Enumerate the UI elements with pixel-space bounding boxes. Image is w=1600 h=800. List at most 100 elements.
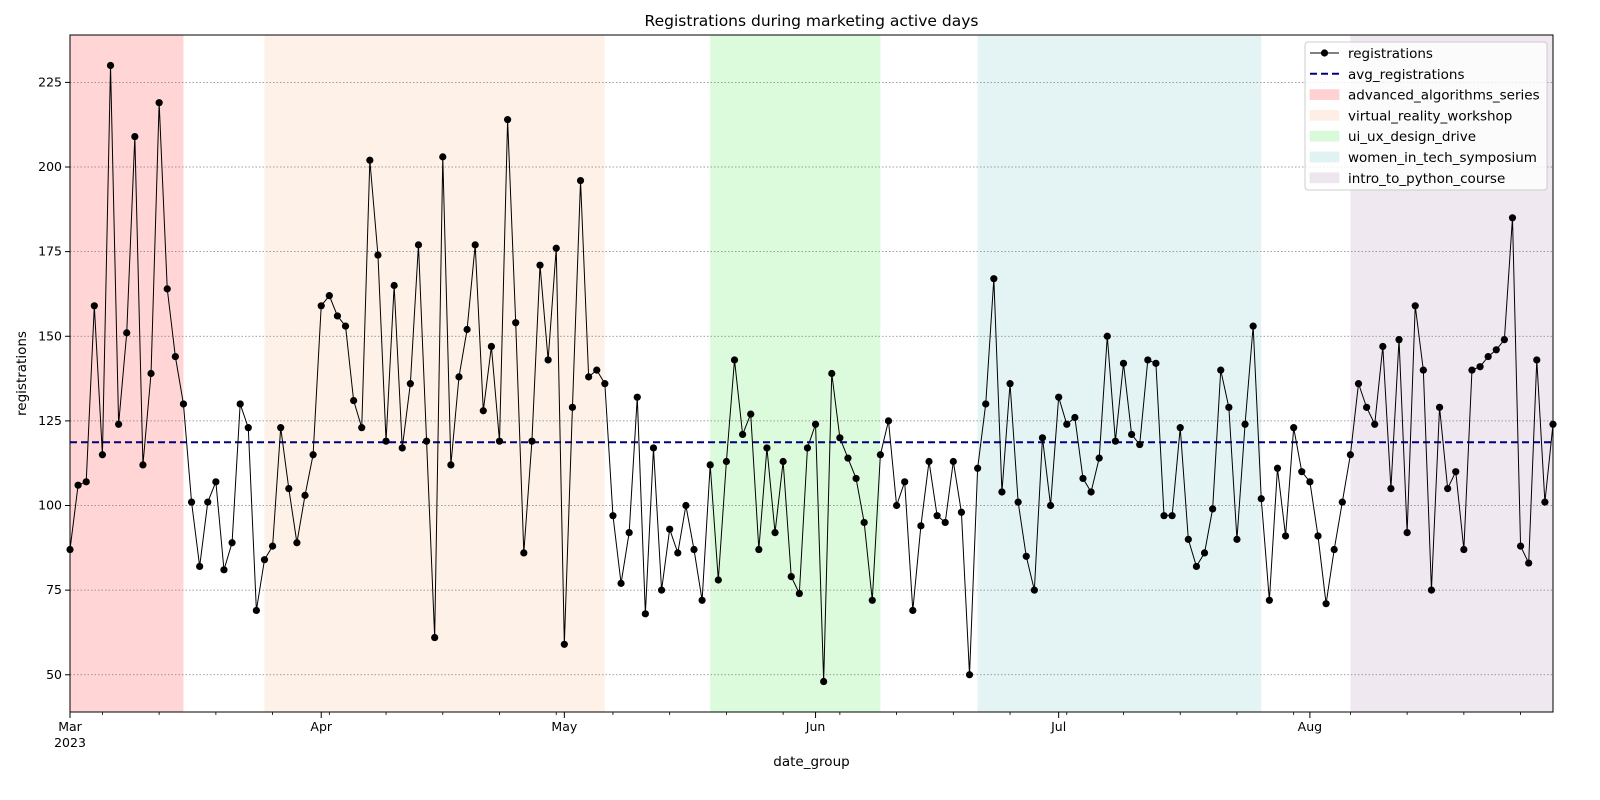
data-point — [147, 369, 155, 378]
data-point — [1460, 545, 1468, 554]
data-point — [495, 437, 504, 445]
legend-swatch-patch — [1309, 110, 1340, 121]
legend-label: virtual_reality_workshop — [1348, 108, 1512, 124]
data-point — [1273, 464, 1282, 472]
data-point — [1533, 356, 1541, 364]
data-point — [1257, 495, 1265, 503]
data-point — [390, 281, 398, 290]
data-point — [917, 522, 925, 530]
data-point — [860, 518, 868, 527]
data-point — [1468, 366, 1476, 374]
x-tick-label: Jul — [1050, 719, 1066, 734]
y-axis: 50 75 100 125 150 175 200 225 — [38, 74, 70, 682]
y-tick-label: 50 — [46, 667, 62, 682]
data-point — [414, 241, 423, 249]
data-point — [123, 329, 131, 337]
x-tick-label: Aug — [1298, 719, 1322, 734]
data-point — [293, 539, 301, 547]
data-point — [447, 461, 455, 469]
data-point — [892, 501, 901, 510]
data-point — [439, 153, 447, 161]
data-point — [1079, 474, 1087, 483]
data-point — [836, 434, 844, 442]
legend-label: ui_ux_design_drive — [1348, 129, 1476, 145]
data-point — [1249, 322, 1257, 330]
data-point — [1022, 552, 1030, 560]
data-point — [1298, 468, 1306, 476]
legend-label: women_in_tech_symposium — [1348, 150, 1537, 166]
data-point — [1322, 600, 1330, 608]
data-point — [990, 275, 998, 283]
data-point — [568, 403, 577, 411]
data-point — [1111, 437, 1119, 445]
data-point — [1192, 562, 1201, 571]
data-point — [1476, 363, 1484, 371]
data-point — [787, 573, 795, 581]
data-point — [277, 424, 285, 432]
data-point — [1395, 336, 1403, 344]
data-point — [1152, 359, 1160, 367]
data-point — [901, 478, 909, 486]
data-point — [844, 454, 852, 462]
data-point — [285, 484, 293, 493]
data-point — [666, 525, 674, 533]
data-point — [333, 312, 342, 320]
data-point — [1136, 440, 1144, 449]
data-point — [82, 478, 90, 486]
data-point — [1087, 488, 1095, 496]
legend-label: avg_registrations — [1348, 67, 1465, 83]
data-point — [268, 542, 277, 550]
span-virtual_reality_workshop — [264, 35, 605, 712]
data-point — [220, 566, 228, 574]
data-point — [1144, 356, 1152, 364]
data-point — [585, 373, 593, 381]
data-point — [1338, 498, 1346, 506]
data-point — [187, 498, 196, 506]
span-women_in_tech_symposium — [977, 35, 1262, 712]
data-point — [471, 241, 479, 249]
y-tick-label: 200 — [38, 159, 62, 174]
data-point — [811, 420, 820, 428]
data-point — [212, 478, 220, 486]
data-point — [1314, 532, 1322, 540]
data-point — [1379, 342, 1387, 351]
registrations-line — [69, 65, 1554, 682]
data-point — [1452, 468, 1460, 476]
x-axis-label: date_group — [773, 754, 849, 770]
data-point — [641, 610, 649, 618]
data-point — [341, 322, 350, 330]
data-point — [649, 444, 658, 452]
data-point — [252, 606, 260, 615]
data-point — [1209, 505, 1217, 513]
data-point — [131, 132, 139, 141]
data-point — [1484, 352, 1492, 361]
data-point — [593, 366, 601, 374]
data-point — [536, 261, 544, 269]
data-point — [544, 356, 552, 364]
data-point — [431, 633, 439, 642]
data-point — [755, 545, 763, 554]
data-point — [998, 488, 1006, 496]
data-point — [512, 319, 520, 327]
data-point — [163, 285, 171, 293]
data-point — [965, 671, 974, 679]
data-point — [974, 464, 982, 472]
data-point — [828, 369, 836, 378]
data-point — [260, 556, 269, 564]
data-point — [106, 61, 115, 70]
data-point — [422, 437, 431, 445]
data-point — [576, 176, 585, 185]
data-point — [1160, 512, 1168, 520]
data-point — [1233, 535, 1241, 543]
data-point — [1541, 498, 1549, 506]
data-point — [1095, 454, 1103, 462]
data-point — [706, 461, 714, 469]
data-point — [868, 596, 876, 604]
data-point — [406, 380, 414, 388]
data-point — [139, 461, 147, 469]
data-point — [1346, 451, 1355, 459]
y-tick-label: 175 — [38, 244, 62, 259]
y-tick-label: 75 — [46, 582, 62, 597]
data-point — [1290, 424, 1298, 432]
data-point — [771, 528, 779, 537]
